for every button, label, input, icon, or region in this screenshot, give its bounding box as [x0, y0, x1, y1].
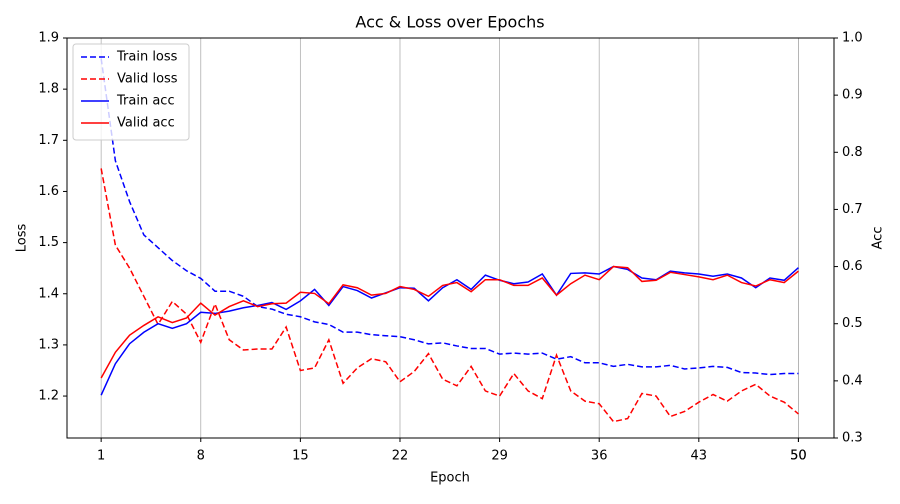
- y-tick-label: 1.6: [38, 184, 59, 199]
- y-axis-label: Loss: [15, 224, 30, 253]
- y2-tick-label: 0.7: [842, 202, 863, 217]
- y-tick-label: 1.5: [38, 235, 59, 250]
- y-tick-label: 1.7: [38, 133, 59, 148]
- x-tick-label: 15: [292, 449, 309, 464]
- x-tick-label: 50: [790, 449, 807, 464]
- y-tick-label: 1.2: [38, 389, 59, 404]
- y-tick-label: 1.9: [38, 31, 59, 46]
- y2-tick-label: 0.5: [842, 316, 863, 331]
- legend-label: Train loss: [116, 50, 178, 65]
- legend: Train loss Valid loss Train acc Valid acc: [72, 43, 190, 141]
- x-tick-label: 1: [97, 449, 105, 464]
- y2-tick-label: 0.3: [842, 431, 863, 446]
- plot-frame: [66, 37, 835, 439]
- y-tick-label: 1.8: [38, 82, 59, 97]
- x-tick-label: 36: [591, 449, 608, 464]
- y2-tick-label: 0.9: [842, 88, 863, 103]
- x-axis-label: Epoch: [430, 471, 470, 486]
- x-tick-label: 50: [790, 449, 807, 464]
- legend-label: Valid loss: [117, 72, 178, 87]
- legend-frame: [72, 43, 190, 141]
- x-tick-label: 43: [691, 449, 708, 464]
- y2-tick-label: 0.8: [842, 145, 863, 160]
- x-tick-label: 22: [392, 449, 409, 464]
- y2-tick-label: 1.0: [842, 31, 863, 46]
- series-line: [100, 58, 799, 376]
- legend-label: Train acc: [116, 94, 175, 109]
- y2-tick-label: 0.6: [842, 259, 863, 274]
- series-line: [100, 265, 799, 379]
- x-tick-label: 29: [491, 449, 508, 464]
- series-line: [100, 168, 799, 423]
- x-tick-label: 8: [197, 449, 205, 464]
- y2-axis-label: Acc: [871, 227, 886, 250]
- chart-title: Acc & Loss over Epochs: [355, 13, 544, 32]
- y2-tick-label: 0.4: [842, 373, 863, 388]
- y-tick-label: 1.4: [38, 286, 59, 301]
- series-line: [100, 265, 799, 396]
- legend-label: Valid acc: [117, 116, 175, 131]
- y-tick-label: 1.3: [38, 337, 59, 352]
